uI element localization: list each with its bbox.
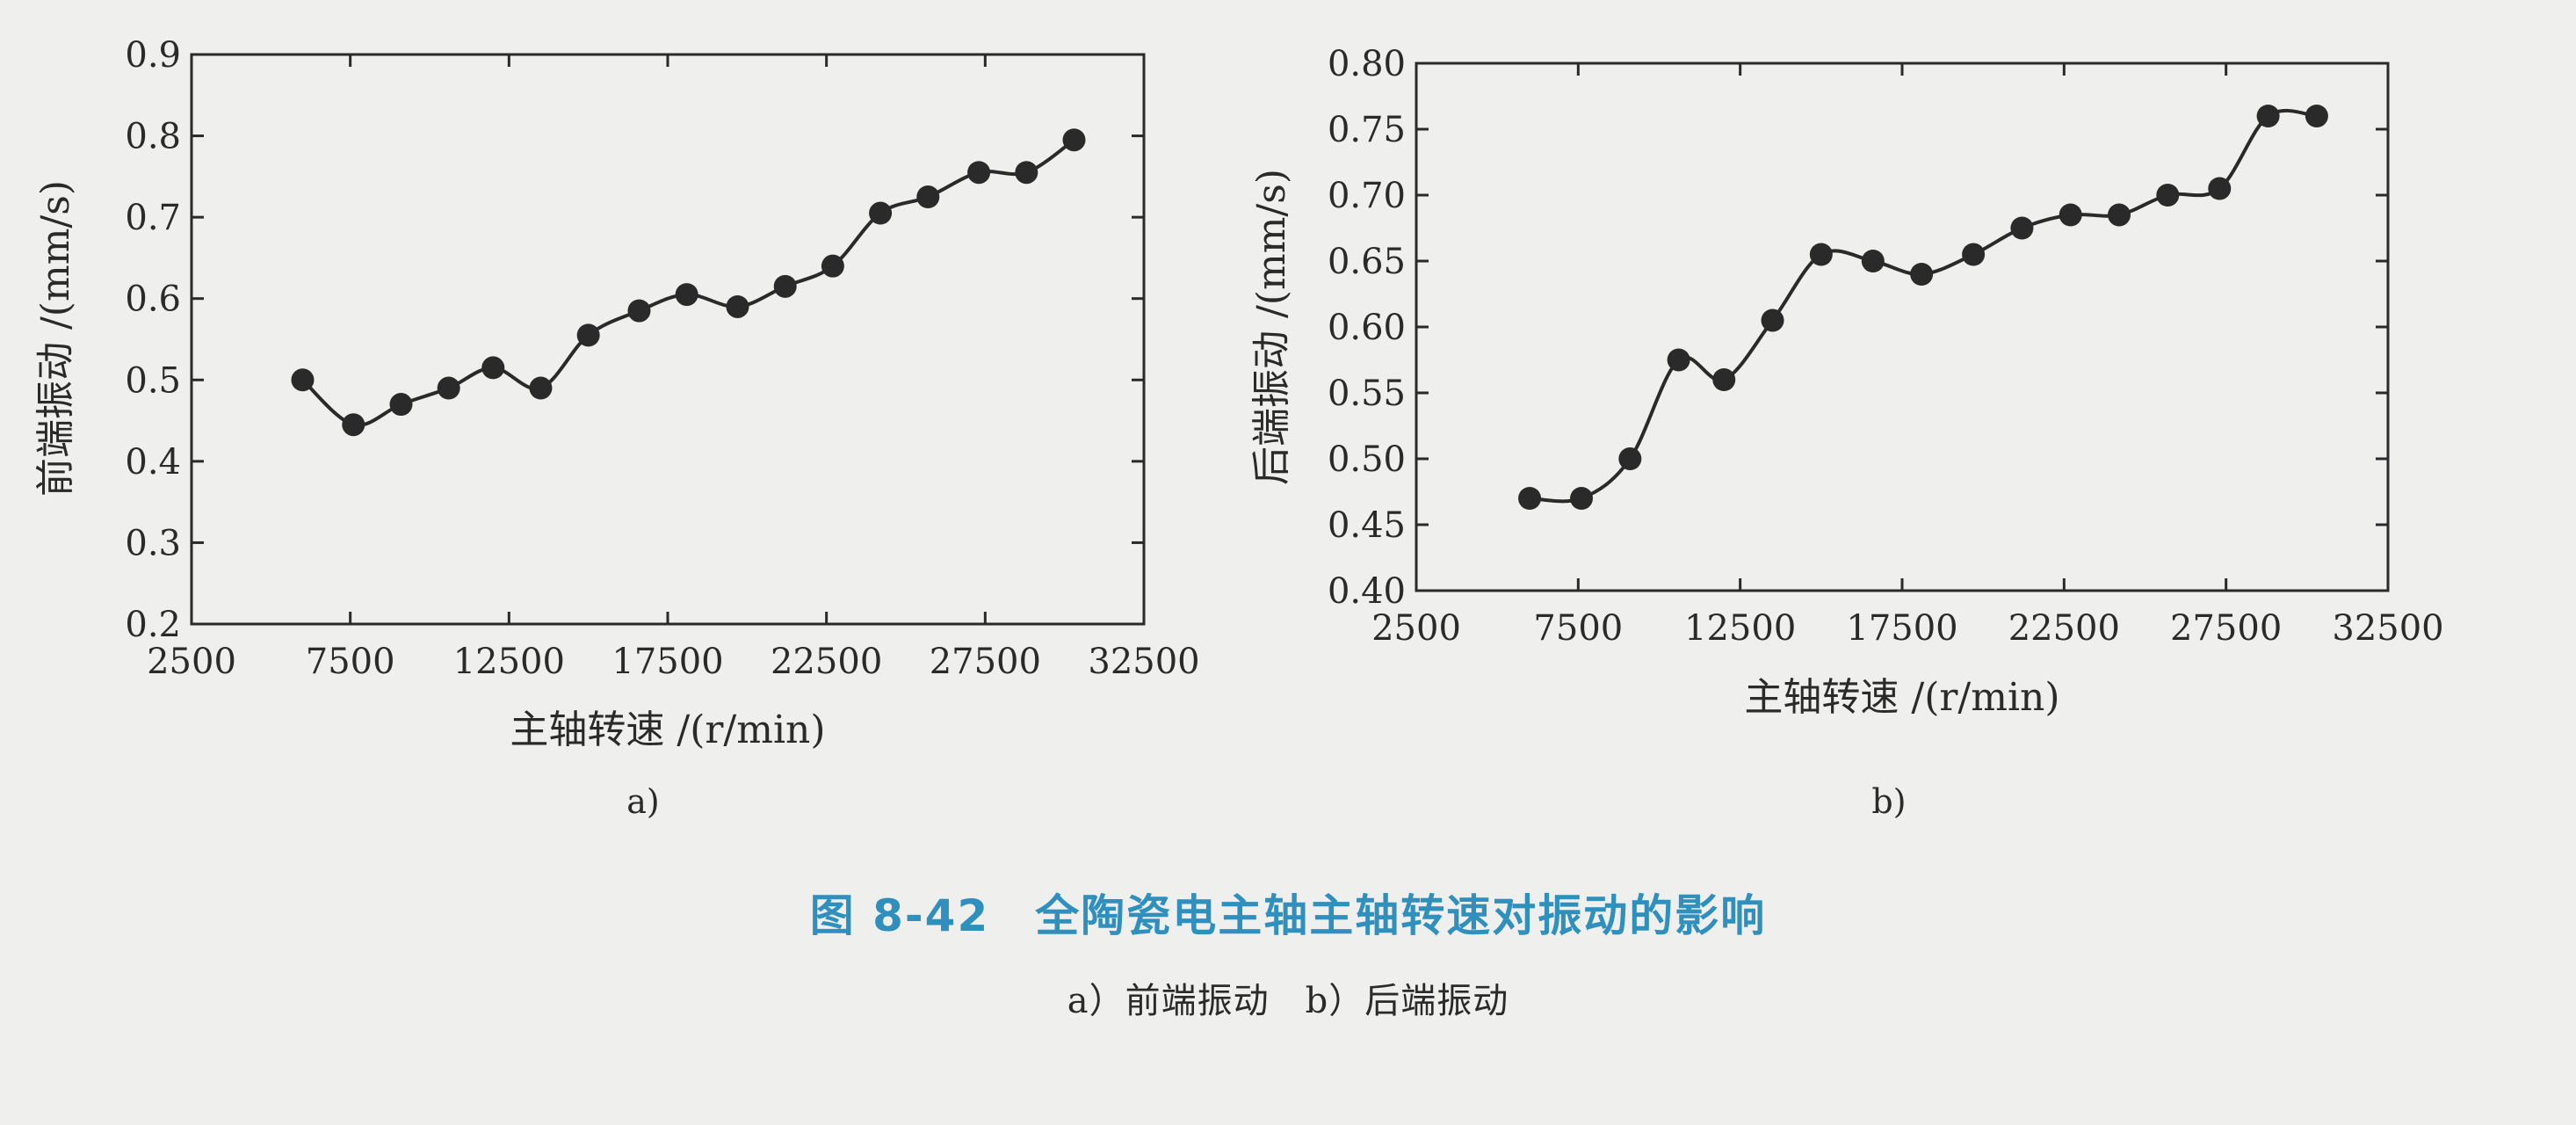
y-tick-label: 0.75 — [1328, 110, 1406, 150]
x-axis-label: 主轴转速 /(r/min) — [510, 708, 825, 752]
y-tick-label: 0.8 — [125, 117, 181, 157]
data-point — [291, 368, 315, 392]
y-tick-label: 0.65 — [1328, 242, 1406, 282]
data-point — [1809, 243, 1833, 266]
data-point — [2010, 216, 2034, 240]
y-tick-label: 0.70 — [1328, 176, 1406, 216]
x-tick-label: 22500 — [771, 642, 882, 682]
data-point — [1015, 161, 1038, 185]
data-point — [869, 201, 893, 225]
x-axis-label: 主轴转速 /(r/min) — [1744, 675, 2059, 720]
x-tick-label: 7500 — [1533, 608, 1623, 649]
x-tick-label: 17500 — [1846, 608, 1957, 649]
data-point — [1570, 487, 1594, 510]
data-point — [529, 376, 553, 400]
data-point — [627, 299, 651, 323]
y-tick-label: 0.2 — [125, 605, 181, 645]
data-point — [2256, 105, 2280, 127]
x-tick-label: 12500 — [453, 642, 565, 682]
y-tick-label: 0.50 — [1328, 439, 1406, 480]
chart-rear-vibration: 0.40 0.45 0.50 0.55 0.60 0.65 0.70 0.75 0.80 2500… — [1249, 44, 2444, 720]
y-tick-label: 0.5 — [125, 360, 181, 401]
y-tick-label: 0.4 — [125, 442, 181, 483]
data-point — [1062, 128, 1086, 152]
data-point — [1712, 368, 1736, 391]
subfigure-label-a: a) — [626, 782, 660, 821]
data-point — [1667, 348, 1690, 372]
data-point — [773, 274, 797, 298]
data-point — [576, 323, 600, 347]
data-point — [1618, 447, 1642, 470]
y-axis-label: 后端振动 /(mm/s) — [1249, 169, 1294, 485]
figure-caption-title: 图 8-42 全陶瓷电主轴主轴转速对振动的影响 — [809, 890, 1767, 941]
y-tick-label: 0.6 — [125, 279, 181, 320]
y-tick-label: 0.3 — [125, 523, 181, 563]
x-tick-label: 27500 — [930, 642, 1041, 682]
y-tick-label: 0.45 — [1328, 505, 1406, 546]
data-point — [2208, 177, 2232, 200]
data-point — [2108, 203, 2131, 227]
x-tick-label: 12500 — [1684, 608, 1796, 649]
data-point — [726, 294, 749, 318]
x-tick-label: 22500 — [2008, 608, 2120, 649]
data-point — [1910, 263, 1934, 286]
y-tick-label: 0.55 — [1328, 374, 1406, 414]
subfigure-label-b: b) — [1871, 782, 1907, 821]
data-point — [1761, 308, 1784, 332]
data-point — [675, 283, 698, 307]
data-point — [481, 356, 505, 380]
x-tick-label: 32500 — [1088, 642, 1199, 682]
plot-frame-b — [1415, 62, 2390, 592]
y-tick-label: 0.60 — [1328, 308, 1406, 348]
y-tick-label: 0.40 — [1328, 571, 1406, 612]
x-tick-label: 27500 — [2170, 608, 2282, 649]
figure-caption-subtitle: a）前端振动 b）后端振动 — [1067, 981, 1509, 1021]
y-tick-label: 0.80 — [1328, 44, 1406, 84]
x-tick-label: 17500 — [611, 642, 723, 682]
x-tick-label: 7500 — [306, 642, 395, 682]
series-line-b — [1529, 108, 2318, 504]
data-point — [1962, 243, 1986, 266]
x-tick-label: 2500 — [1371, 608, 1461, 649]
data-point — [1861, 250, 1885, 272]
data-point — [916, 185, 940, 208]
y-tick-label: 0.9 — [125, 35, 181, 76]
data-point — [2305, 105, 2328, 127]
data-point — [2059, 203, 2082, 227]
data-point — [1518, 487, 1542, 510]
y-axis-label: 前端振动 /(mm/s) — [33, 180, 78, 497]
data-point — [2156, 184, 2180, 207]
data-point — [389, 393, 413, 417]
data-point — [437, 376, 460, 400]
chart-front-vibration: 0.2 0.3 0.4 0.5 0.6 0.7 0.8 0.9 2500 7500 12500 175… — [33, 35, 1200, 752]
data-point — [967, 161, 991, 185]
data-point — [821, 254, 844, 278]
data-point — [342, 413, 365, 437]
x-tick-label: 32500 — [2332, 608, 2443, 649]
y-tick-label: 0.7 — [125, 198, 181, 238]
x-tick-label: 2500 — [147, 642, 236, 682]
